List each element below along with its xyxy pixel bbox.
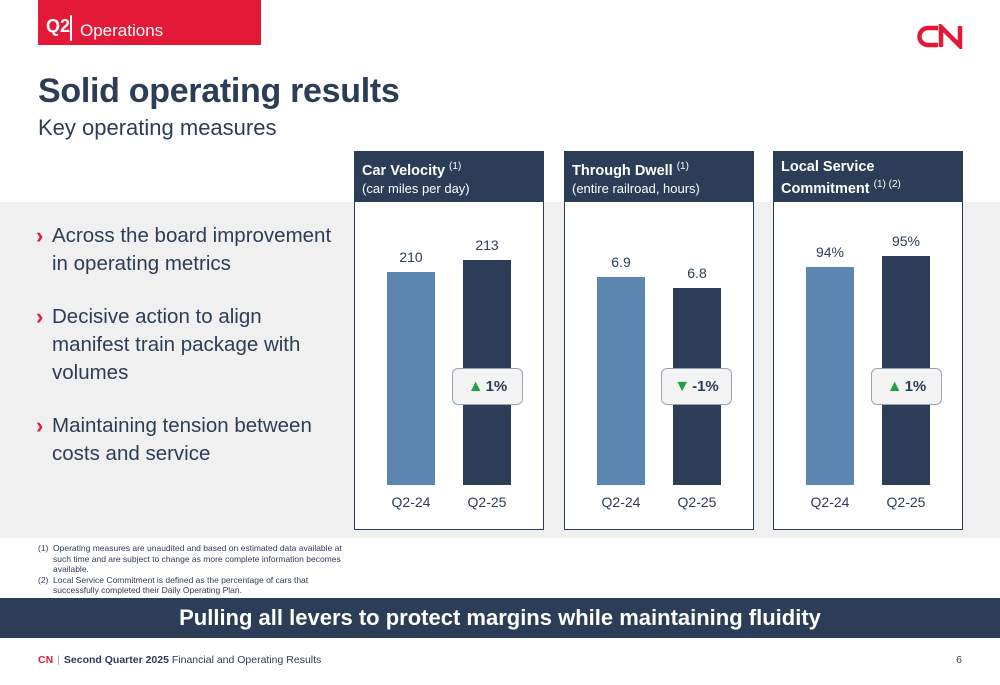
- page-subtitle: Key operating measures: [38, 115, 277, 140]
- x-tick-label: Q2-25: [468, 494, 507, 510]
- change-value: 1%: [485, 378, 508, 395]
- panel-header: Local Service Commitment (1) (2): [773, 151, 963, 202]
- through-dwell-panel: Through Dwell (1) (entire railroad, hour…: [564, 151, 754, 530]
- tab-divider: [70, 15, 72, 41]
- footnote-text: Operating measures are unaudited and bas…: [53, 543, 342, 574]
- change-badge: ▲ 1%: [871, 368, 942, 405]
- x-tick-label: Q2-24: [392, 494, 431, 510]
- panel-title-note: (1) (2): [873, 179, 901, 190]
- change-value: 1%: [904, 378, 927, 395]
- change-value: -1%: [692, 378, 719, 395]
- bar-q2-24: [597, 277, 645, 485]
- arrow-up-icon: ▲: [886, 377, 903, 395]
- change-badge: ▼ -1%: [661, 368, 732, 405]
- takeaway-banner: Pulling all levers to protect margins wh…: [0, 598, 1000, 638]
- footnote: (2) Local Service Commitment is defined …: [38, 575, 348, 596]
- data-label: 6.9: [611, 254, 631, 270]
- page-title: Solid operating results: [38, 72, 400, 110]
- bullet-text: Across the board improvement in operatin…: [52, 224, 332, 275]
- bullet-item: › Decisive action to align manifest trai…: [36, 303, 338, 387]
- cn-logo: [917, 24, 963, 49]
- car-velocity-panel: Car Velocity (1) (car miles per day) 210…: [354, 151, 544, 530]
- bullet-text: Maintaining tension between costs and se…: [52, 414, 312, 465]
- panel-title: Local Service Commitment: [781, 159, 875, 197]
- footnote-text: Local Service Commitment is defined as t…: [53, 574, 309, 596]
- local-service-panel: Local Service Commitment (1) (2) 94% Q2-2…: [773, 151, 963, 530]
- section-tab: Q2 Operations: [38, 0, 261, 45]
- footnotes: (1) Operating measures are unaudited and…: [38, 543, 348, 596]
- data-label: 213: [475, 237, 499, 253]
- panel-subtitle: (entire railroad, hours): [572, 180, 700, 196]
- bullet-list: › Across the board improvement in operat…: [36, 222, 338, 493]
- footnote-number: (2): [38, 574, 49, 585]
- chevron-right-icon: ›: [36, 223, 44, 248]
- data-label: 6.8: [687, 265, 707, 281]
- bar-q2-24: [387, 272, 435, 485]
- panel-title-note: (1): [449, 161, 462, 172]
- local-service-chart: 94% Q2-24 95% Q2-25: [806, 233, 930, 510]
- x-tick-label: Q2-24: [811, 494, 850, 510]
- car-velocity-chart: 210 Q2-24 213 Q2-25: [387, 237, 511, 510]
- bar-q2-24: [806, 267, 854, 485]
- chevron-right-icon: ›: [36, 413, 44, 438]
- panel-title-note: (1): [676, 161, 689, 172]
- arrow-up-icon: ▲: [467, 377, 484, 395]
- panel-title: Through Dwell: [572, 162, 673, 179]
- data-label: 95%: [892, 233, 920, 249]
- footer-text: Financial and Operating Results: [171, 654, 322, 666]
- through-dwell-chart: 6.9 Q2-24 6.8 Q2-25: [597, 254, 721, 510]
- data-label: 210: [399, 249, 423, 265]
- data-label: 94%: [816, 244, 844, 260]
- x-tick-label: Q2-25: [678, 494, 717, 510]
- panel-header: Through Dwell (1) (entire railroad, hour…: [564, 151, 754, 202]
- footer: CN | Second Quarter 2025 Financial and Ope…: [38, 654, 321, 666]
- x-tick-label: Q2-24: [602, 494, 641, 510]
- x-tick-label: Q2-25: [887, 494, 926, 510]
- panel-header: Car Velocity (1) (car miles per day): [354, 151, 544, 202]
- footer-bold-text: Second Quarter 2025: [63, 654, 169, 666]
- footer-brand: CN: [38, 654, 54, 666]
- section-label: Operations: [80, 21, 164, 40]
- arrow-down-icon: ▼: [674, 377, 691, 395]
- footnote-number: (1): [38, 543, 49, 553]
- panel-subtitle: (car miles per day): [362, 180, 470, 196]
- footnote: (1) Operating measures are unaudited and…: [38, 543, 348, 575]
- bullet-item: › Maintaining tension between costs and …: [36, 412, 338, 468]
- change-badge: ▲ 1%: [452, 368, 523, 405]
- quarter-label: Q2: [46, 16, 71, 36]
- bullet-item: › Across the board improvement in operat…: [36, 222, 338, 278]
- panel-title: Car Velocity: [362, 162, 446, 179]
- chevron-right-icon: ›: [36, 304, 44, 329]
- page-number: 6: [956, 654, 962, 666]
- footer-divider: |: [57, 654, 60, 666]
- bullet-text: Decisive action to align manifest train …: [52, 305, 301, 384]
